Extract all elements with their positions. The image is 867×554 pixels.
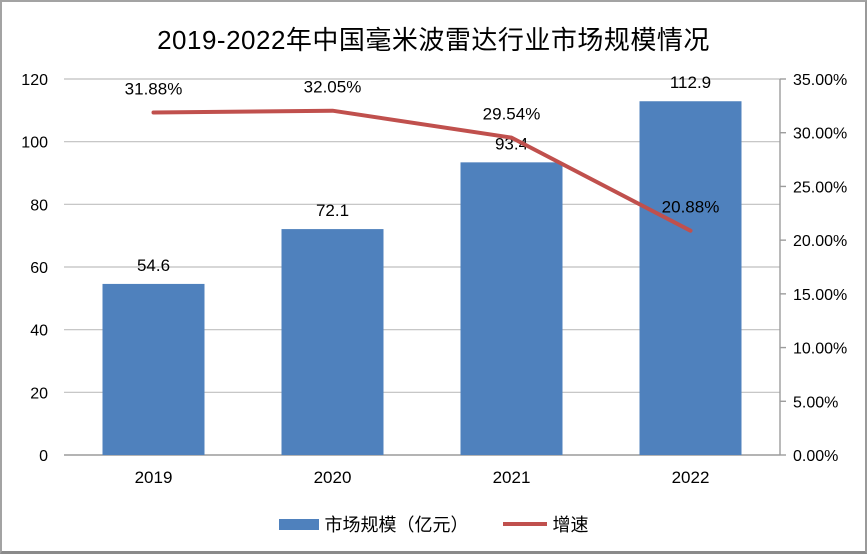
- bar-value-label: 93.4: [495, 134, 528, 153]
- left-axis-tick-label: 20: [30, 385, 48, 402]
- left-axis-tick-label: 60: [30, 260, 48, 277]
- legend: 市场规模（亿元） 增速: [2, 508, 865, 540]
- right-axis-tick-label: 15.00%: [793, 287, 847, 304]
- right-axis-tick-label: 5.00%: [793, 394, 838, 411]
- left-axis-tick-label: 100: [21, 135, 48, 152]
- legend-item-growth: 增速: [502, 511, 589, 537]
- right-axis-tick-label: 20.00%: [793, 233, 847, 250]
- bar-value-label: 54.6: [137, 256, 170, 275]
- right-axis-tick-label: 10.00%: [793, 341, 847, 358]
- right-axis-tick-label: 35.00%: [793, 72, 847, 89]
- legend-label-market-size: 市场规模（亿元）: [324, 515, 469, 535]
- category-label: 2022: [672, 468, 710, 487]
- growth-value-label: 31.88%: [125, 80, 183, 99]
- growth-line: [151, 108, 693, 233]
- category-label: 2020: [314, 468, 352, 487]
- left-axis-tick-label: 120: [21, 72, 48, 89]
- bar: [639, 101, 742, 455]
- bar: [281, 229, 384, 455]
- legend-bar-swatch: [278, 518, 319, 530]
- legend-label-growth: 增速: [552, 515, 589, 535]
- right-axis-tick-label: 30.00%: [793, 126, 847, 143]
- bar: [460, 162, 563, 455]
- left-axis-tick-label: 80: [30, 197, 48, 214]
- growth-value-label: 29.54%: [483, 105, 541, 124]
- bar-value-label: 72.1: [316, 201, 349, 220]
- growth-value-label: 20.88%: [662, 198, 720, 217]
- right-axis-tick-label: 25.00%: [793, 179, 847, 196]
- chart-title: 2019-2022年中国毫米波雷达行业市场规模情况: [157, 25, 710, 55]
- legend-line-swatch: [502, 522, 547, 526]
- growth-value-label: 32.05%: [304, 78, 362, 97]
- right-axis-tick-label: 0.00%: [793, 448, 838, 465]
- bar: [102, 283, 205, 455]
- legend-item-market-size: 市场规模（亿元）: [278, 511, 469, 537]
- category-label: 2021: [493, 468, 531, 487]
- left-axis-tick-label: 40: [30, 323, 48, 340]
- bar-value-label: 112.9: [670, 73, 711, 92]
- left-axis-tick-label: 0: [39, 448, 48, 465]
- category-label: 2019: [135, 468, 173, 487]
